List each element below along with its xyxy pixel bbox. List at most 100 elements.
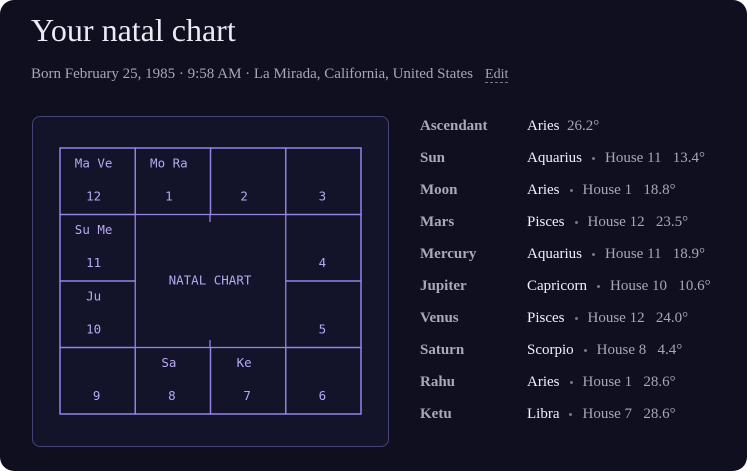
- house: House 1: [582, 374, 633, 390]
- separator: [574, 317, 578, 321]
- house-cell: [285, 147, 362, 216]
- placement-row: Venus Pisces House 12 24.0°: [420, 306, 730, 330]
- house-number: 12: [86, 189, 101, 204]
- house-cell: [285, 346, 362, 415]
- separator: [596, 285, 600, 289]
- house-cell: [59, 346, 136, 415]
- planet-name: Saturn: [420, 342, 465, 358]
- house-number: 7: [243, 388, 251, 403]
- degree: 28.6°: [643, 374, 676, 390]
- house-planets: Ju: [86, 289, 101, 304]
- sign: Aries: [527, 182, 560, 198]
- separator: [569, 413, 573, 417]
- house-planets: Mo Ra: [150, 156, 188, 171]
- placement-value: Pisces House 12 24.0°: [527, 306, 727, 330]
- degree: 4.4°: [657, 342, 683, 358]
- house: House 12: [587, 214, 645, 230]
- house: House 12: [587, 310, 645, 326]
- house-planets: Sa: [161, 355, 176, 370]
- separator: [592, 253, 595, 257]
- degree: 23.5°: [655, 214, 689, 230]
- degree: 18.9°: [672, 246, 706, 262]
- placement-value: Pisces House 12 23.5°: [527, 210, 727, 234]
- placement-value: Aries House 1 28.6°: [527, 370, 727, 394]
- sign: Scorpio: [527, 342, 574, 358]
- house-cell: [209, 147, 287, 216]
- house-number: 10: [86, 322, 101, 337]
- degree: 26.2°: [567, 118, 600, 134]
- house: House 1: [582, 182, 633, 198]
- placement-value: Libra House 7 28.6°: [527, 402, 727, 426]
- separator: [592, 157, 595, 161]
- degree: 13.4°: [672, 150, 706, 166]
- placement-value: Aries House 1 18.8°: [527, 178, 727, 202]
- house-number: 11: [86, 255, 101, 270]
- separator: [569, 381, 573, 385]
- sign: Aquarius: [527, 246, 582, 262]
- sign: Libra: [527, 406, 560, 422]
- house-number: 5: [319, 322, 327, 337]
- placement-row: Saturn Scorpio House 8 4.4°: [420, 338, 730, 362]
- sign: Pisces: [527, 214, 565, 230]
- planet-name: Ketu: [420, 406, 452, 422]
- placement-row: Mercury Aquarius House 11 18.9°: [420, 242, 730, 266]
- sign: Aries: [527, 118, 560, 134]
- house-number: 8: [168, 388, 176, 403]
- degree: 28.6°: [643, 406, 676, 422]
- house-number: 6: [319, 388, 327, 403]
- house-number: 1: [165, 189, 173, 204]
- placement-row: Ketu Libra House 7 28.6°: [420, 402, 730, 426]
- placement-value: Aries 26.2°: [527, 114, 727, 138]
- planet-name: Moon: [420, 182, 458, 198]
- house-cell: [285, 280, 362, 349]
- sign: Pisces: [527, 310, 565, 326]
- placement-row: Mars Pisces House 12 23.5°: [420, 210, 730, 234]
- center-label: NATAL CHART: [169, 273, 252, 288]
- house: House 11: [605, 150, 662, 166]
- house: House 10: [609, 278, 668, 294]
- edit-link[interactable]: Edit: [485, 67, 509, 83]
- house-number: 9: [93, 388, 101, 403]
- degree: 18.8°: [643, 182, 676, 198]
- planet-name: Mercury: [420, 246, 477, 262]
- separator: [583, 349, 587, 353]
- house-planets: Ma Ve: [75, 156, 113, 171]
- house: House 7: [582, 406, 633, 422]
- placement-value: Capricorn House 10 10.6°: [527, 274, 727, 298]
- placement-value: Scorpio House 8 4.4°: [527, 338, 727, 362]
- placement-row: Ascendant Aries 26.2°: [420, 114, 730, 138]
- sign: Aries: [527, 374, 560, 390]
- separator: [574, 221, 578, 225]
- house-number: 2: [240, 189, 248, 204]
- birth-details: Born February 25, 1985 · 9:58 AM · La Mi…: [31, 66, 509, 83]
- planet-name: Sun: [420, 150, 446, 166]
- degree: 10.6°: [678, 278, 711, 294]
- birth-info: Born February 25, 1985 · 9:58 AM · La Mi…: [31, 66, 474, 82]
- planet-name: Jupiter: [420, 278, 467, 294]
- placement-value: Aquarius House 11 13.4°: [527, 146, 727, 170]
- placement-row: Rahu Aries House 1 28.6°: [420, 370, 730, 394]
- planet-name: Ascendant: [420, 118, 488, 134]
- house-cell: [285, 213, 362, 282]
- sign: Aquarius: [527, 150, 582, 166]
- sign: Capricorn: [527, 278, 587, 294]
- degree: 24.0°: [655, 310, 689, 326]
- separator: [569, 189, 573, 193]
- placement-row: Moon Aries House 1 18.8°: [420, 178, 730, 202]
- page-title: Your natal chart: [31, 12, 236, 48]
- placement-row: Jupiter Capricorn House 10 10.6°: [420, 274, 730, 298]
- placements-list: Ascendant Aries 26.2° Sun Aquarius House 11 …: [420, 114, 730, 434]
- placement-row: Sun Aquarius House 11 13.4°: [420, 146, 730, 170]
- planet-name: Mars: [420, 214, 455, 230]
- house: House 8: [596, 342, 647, 358]
- house-planets: Ke: [237, 355, 252, 370]
- house-number: 4: [319, 255, 327, 270]
- house-number: 3: [319, 189, 327, 204]
- planet-name: Rahu: [420, 374, 456, 390]
- house: House 11: [605, 246, 662, 262]
- placement-value: Aquarius House 11 18.9°: [527, 242, 727, 266]
- planet-name: Venus: [420, 310, 459, 326]
- house-planets: Su Me: [75, 222, 113, 237]
